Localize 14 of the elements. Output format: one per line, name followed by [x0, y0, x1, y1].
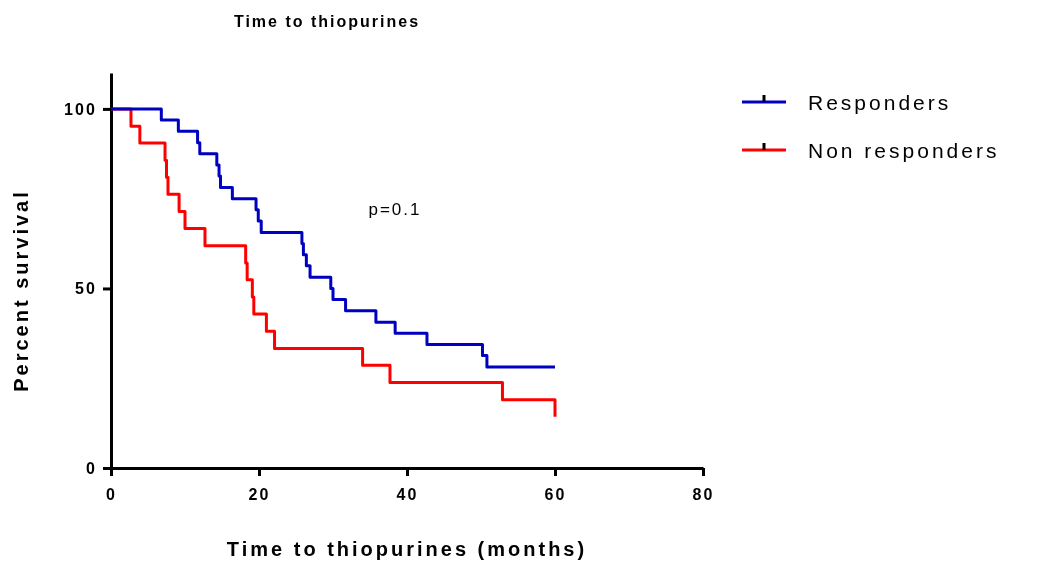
- legend-label: Non responders: [808, 139, 1000, 162]
- legend-label: Responders: [808, 91, 952, 114]
- x-tick-label: 80: [692, 485, 715, 503]
- y-tick-label: 0: [85, 459, 97, 477]
- x-tick-label: 20: [248, 485, 271, 503]
- annotation: p=0.1: [368, 200, 422, 219]
- y-tick-label: 100: [64, 100, 97, 118]
- x-tick-label: 60: [544, 485, 567, 503]
- chart-title: Time to thiopurines: [233, 13, 421, 30]
- x-axis-title: Time to thiopurines (months): [226, 538, 588, 560]
- y-axis-title: Percent survival: [10, 189, 32, 392]
- x-tick-label: 0: [106, 485, 117, 503]
- y-tick-label: 50: [75, 280, 97, 298]
- x-tick-label: 40: [396, 485, 419, 503]
